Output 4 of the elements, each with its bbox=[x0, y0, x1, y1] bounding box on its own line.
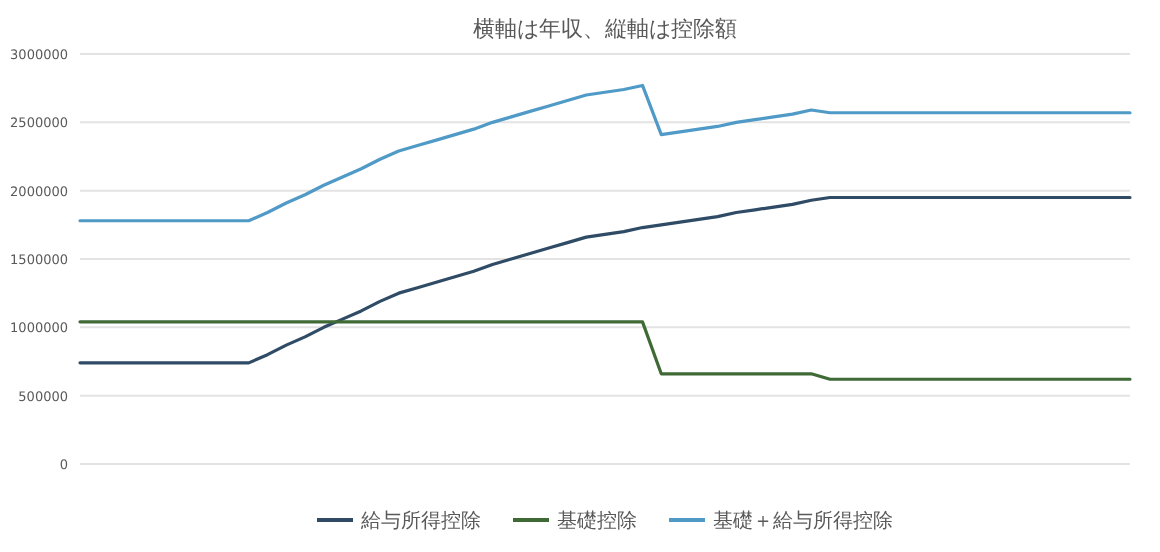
legend-label: 基礎＋給与所得控除 bbox=[713, 509, 893, 533]
legend-label: 給与所得控除 bbox=[359, 509, 481, 533]
legend-label: 基礎控除 bbox=[557, 509, 637, 533]
chart-title: 横軸は年収、縦軸は控除額 bbox=[473, 16, 737, 42]
